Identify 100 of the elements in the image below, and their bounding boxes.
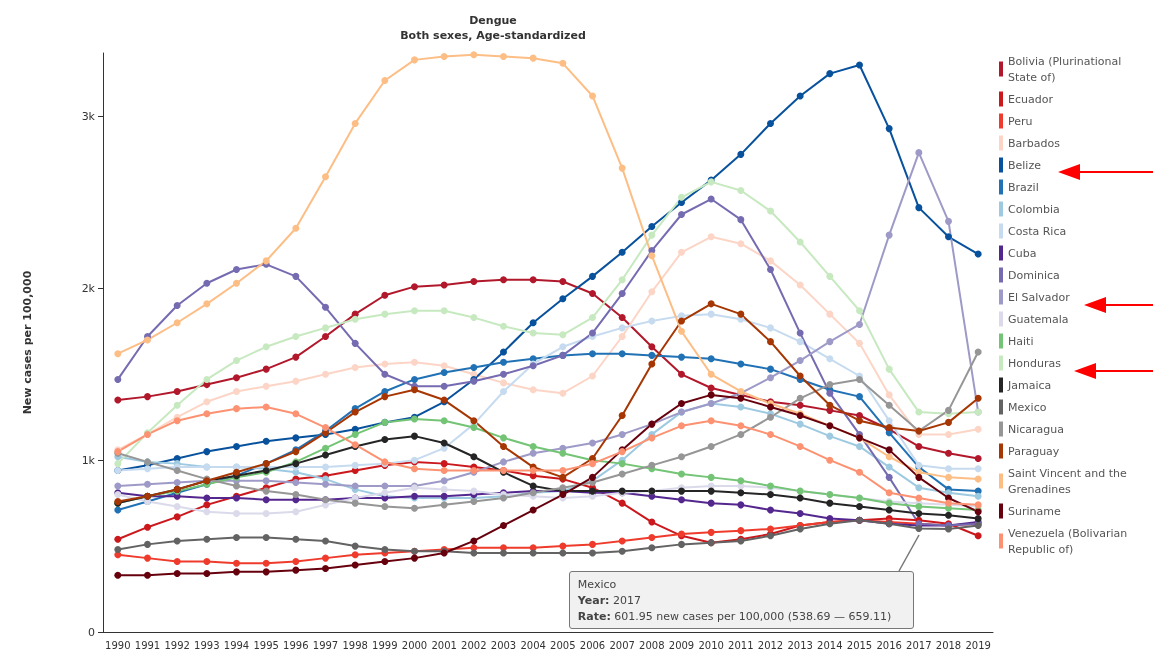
point [618,460,626,468]
point [173,570,181,578]
point [233,468,240,476]
legend-label: Paraguay [1008,444,1060,458]
point [737,501,745,509]
point [559,549,567,557]
point [559,542,567,550]
point [767,491,774,499]
point [826,355,834,363]
point [767,338,774,346]
point [796,442,804,450]
point [885,401,893,409]
point [648,231,656,239]
point [826,310,834,318]
point [233,509,240,517]
point [114,350,122,358]
point [826,499,834,507]
point [885,365,893,373]
point [974,425,982,433]
point [203,535,211,543]
point [262,496,270,504]
point [233,482,240,490]
point [618,537,626,545]
point [529,482,537,490]
point [648,461,656,469]
point [233,387,240,395]
x-tick-label: 1995 [253,639,279,651]
point [856,307,863,315]
x-tick-label: 2006 [579,639,606,651]
point [856,417,863,425]
point [945,511,952,519]
point [529,442,537,450]
point [500,442,507,450]
point [500,434,507,442]
legend-label: Bolivia (Plurinational State of) [1008,54,1125,84]
point [470,424,478,432]
point [559,467,567,474]
point [618,412,626,420]
point [173,537,181,545]
legend-label: Venezuela (Bolivarian Republic of) [1008,526,1131,556]
point [144,480,151,488]
point [915,149,923,157]
point [114,396,122,404]
point [945,449,952,457]
x-tick-label: 1996 [283,639,309,651]
point [707,473,715,481]
point [678,496,685,504]
point [678,327,685,335]
point [796,338,804,346]
point [233,559,240,567]
point [381,393,389,401]
point [737,310,745,318]
point [974,465,982,473]
point [885,473,893,481]
point [826,70,834,78]
point [351,461,359,469]
point [292,224,300,232]
point [173,503,181,511]
point [707,233,715,241]
legend-label: Suriname [1008,504,1061,518]
point [767,265,774,273]
x-tick-label: 1994 [223,639,250,651]
point [500,322,507,330]
point [648,534,656,541]
point [796,357,804,365]
point [203,448,211,456]
x-tick-label: 2019 [965,639,991,651]
point [618,314,626,322]
point [114,460,122,468]
point [589,473,596,481]
x-tick-label: 2008 [639,639,665,651]
point [292,566,300,574]
point [144,336,151,344]
legend-label: Costa Rica [1008,224,1067,238]
point [322,480,329,488]
point [707,195,715,203]
x-tick-label: 2015 [846,639,873,651]
point [233,357,240,365]
point [618,350,626,358]
point [945,465,952,473]
point [114,535,122,543]
point [885,453,893,461]
legend-label: Haiti [1008,334,1034,348]
point [114,375,122,383]
point [351,551,359,559]
point [618,324,626,332]
point [203,501,211,509]
point [767,207,774,215]
x-tick-label: 2002 [461,639,487,651]
point [648,343,656,351]
point [826,272,834,280]
point [915,484,923,492]
point [796,420,804,428]
x-tick-label: 2012 [757,639,784,651]
point [262,477,270,485]
point [322,537,329,545]
point [707,300,715,308]
x-tick-label: 2007 [609,639,635,651]
legend-label: El Salvador [1008,290,1071,304]
point [233,534,240,541]
